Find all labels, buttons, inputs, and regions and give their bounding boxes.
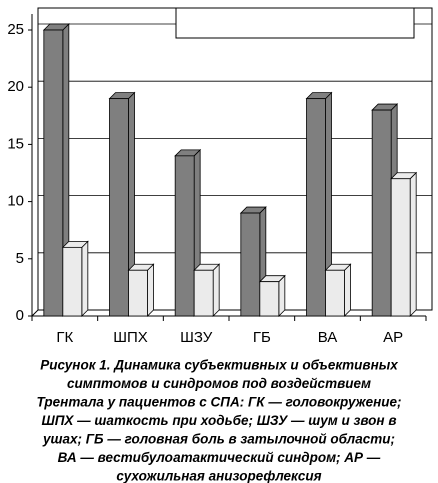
caption-line: симптомов и синдромов под воздействием: [67, 376, 371, 391]
y-tick-label: 15: [7, 135, 24, 152]
bar: [325, 269, 345, 317]
x-tick-label: АР: [383, 329, 403, 346]
bar: [62, 246, 83, 317]
bar-side: [278, 274, 286, 317]
x-tick-label: ВА: [318, 329, 338, 346]
bar: [43, 29, 64, 317]
bar-side: [409, 171, 417, 317]
bar: [390, 178, 411, 317]
bar-side: [81, 240, 89, 317]
y-tick-label: 5: [16, 250, 24, 267]
bar: [193, 269, 214, 317]
caption-line: ШПХ — шаткость при ходьбе; ШЗУ — шум и з…: [42, 413, 397, 428]
x-tick-label: ГК: [56, 329, 73, 346]
bar-side: [344, 263, 351, 317]
caption-line: ушах; ГБ — головная боль в затылочной об…: [42, 432, 395, 447]
caption-line: сухожильная анизорефлексия: [116, 469, 321, 483]
caption-line: Рисунок 1. Динамика субъективных и объек…: [40, 358, 398, 373]
bar: [109, 98, 129, 317]
x-tick-label: ШЗУ: [180, 329, 213, 346]
y-tick-label: 20: [7, 78, 24, 95]
y-tick-label: 10: [7, 193, 24, 210]
bar: [128, 269, 148, 317]
legend: [175, 7, 415, 39]
x-tick-label: ГБ: [253, 329, 271, 346]
bar: [371, 109, 392, 317]
caption-line: Трентала у пациентов с СПА: ГК — головок…: [37, 395, 402, 410]
bar-side: [212, 263, 220, 317]
x-tick-label: ШПХ: [113, 329, 148, 346]
y-tick-label: 25: [7, 21, 24, 38]
bar-side: [147, 263, 154, 317]
bar: [259, 281, 280, 317]
bar: [240, 212, 261, 317]
caption-line: ВА — вестибулоатактический синдром; АР —: [58, 450, 381, 465]
y-tick-label: 0: [16, 307, 24, 324]
bar: [306, 98, 326, 317]
bar: [174, 155, 195, 317]
